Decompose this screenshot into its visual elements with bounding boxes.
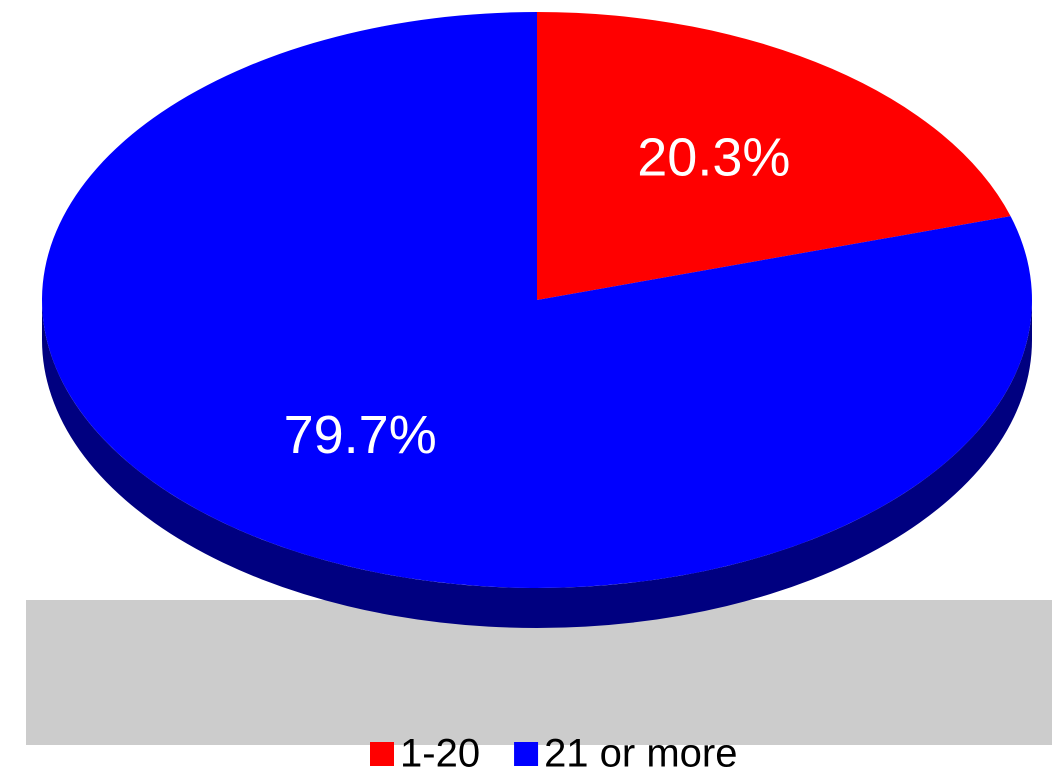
data-label: 20.3% — [637, 127, 790, 187]
legend-label: 1-20 — [400, 732, 480, 776]
legend-swatch — [370, 742, 394, 766]
pie: 20.3% 79.7% — [42, 12, 1033, 628]
slice — [42, 12, 1033, 589]
legend-label: 21 or more — [544, 732, 737, 776]
slice — [537, 12, 1011, 300]
data-label: 79.7% — [284, 405, 437, 465]
legend-swatch — [514, 742, 539, 766]
legend: 1-20 21 or more — [370, 732, 737, 776]
